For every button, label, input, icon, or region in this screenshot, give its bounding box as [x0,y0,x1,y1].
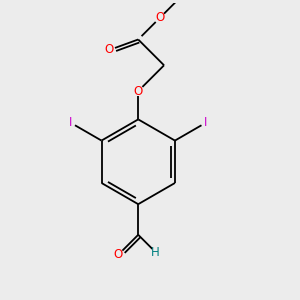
Text: H: H [151,246,160,259]
Text: O: O [155,11,164,24]
Text: I: I [69,116,73,129]
Text: O: O [134,85,143,98]
Text: O: O [114,248,123,261]
Text: O: O [105,44,114,56]
Text: I: I [204,116,207,129]
